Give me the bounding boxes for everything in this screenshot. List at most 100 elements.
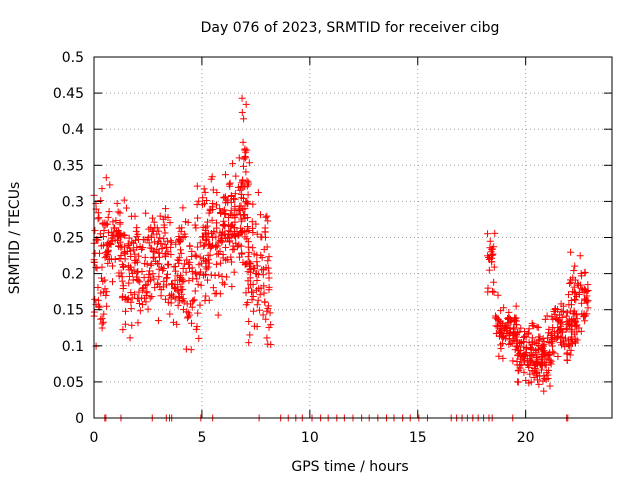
data-point <box>558 318 566 326</box>
data-point <box>512 302 520 310</box>
data-point <box>113 199 121 207</box>
data-point <box>99 233 107 241</box>
data-point <box>254 188 262 196</box>
data-point <box>186 264 194 272</box>
data-point <box>264 264 272 272</box>
data-point <box>158 245 166 253</box>
data-point <box>94 296 102 304</box>
data-point <box>581 317 589 325</box>
data-point <box>530 351 538 359</box>
data-point <box>539 335 547 343</box>
data-point <box>206 244 214 252</box>
data-point <box>484 284 492 292</box>
data-point <box>175 254 183 262</box>
data-point <box>540 340 548 348</box>
data-point <box>562 312 570 320</box>
data-point <box>267 321 275 329</box>
data-point <box>120 231 128 239</box>
data-point <box>175 259 183 267</box>
data-point <box>160 224 168 232</box>
data-point <box>548 335 556 343</box>
data-point <box>261 224 269 232</box>
data-point <box>580 295 588 303</box>
data-point <box>515 366 523 374</box>
data-point <box>175 293 183 301</box>
data-point <box>170 284 178 292</box>
y-tick-label: 0.25 <box>53 231 84 247</box>
data-point <box>127 289 135 297</box>
data-point <box>213 201 221 209</box>
data-point <box>162 249 170 257</box>
data-point <box>109 218 117 226</box>
data-point <box>163 274 171 282</box>
data-point <box>131 250 139 258</box>
data-point <box>539 345 547 353</box>
y-tick-label: 0.5 <box>62 50 84 66</box>
data-point <box>244 238 252 246</box>
data-point <box>246 331 254 339</box>
data-point <box>545 366 553 374</box>
data-point <box>162 274 170 282</box>
data-point <box>584 281 592 289</box>
data-point <box>111 255 119 263</box>
data-point <box>196 301 204 309</box>
data-point <box>238 108 246 116</box>
data-point <box>238 94 246 102</box>
data-point <box>195 197 203 205</box>
data-point <box>204 276 212 284</box>
data-point <box>196 253 204 261</box>
data-point <box>208 173 216 181</box>
data-point <box>141 253 149 261</box>
data-point <box>138 301 146 309</box>
data-point <box>230 232 238 240</box>
data-point <box>488 251 496 259</box>
data-point <box>194 280 202 288</box>
data-point <box>177 228 185 236</box>
data-point <box>491 229 499 237</box>
data-point <box>559 307 567 315</box>
data-point <box>526 352 534 360</box>
data-point <box>121 307 129 315</box>
data-point <box>185 277 193 285</box>
data-point <box>245 318 253 326</box>
data-point <box>584 304 592 312</box>
data-point <box>253 230 261 238</box>
data-point <box>187 346 195 354</box>
data-point <box>173 272 181 280</box>
data-point <box>110 224 118 232</box>
data-point <box>115 255 123 263</box>
data-point <box>227 253 235 261</box>
data-point <box>125 272 133 280</box>
data-point <box>128 238 136 246</box>
data-point <box>134 277 142 285</box>
data-point <box>118 261 126 269</box>
data-point <box>244 191 252 199</box>
data-point <box>195 261 203 269</box>
data-point <box>510 335 518 343</box>
data-point <box>139 286 147 294</box>
data-point <box>516 361 524 369</box>
data-point <box>549 315 557 323</box>
x-tick-label: 0 <box>90 430 99 446</box>
data-point <box>260 245 268 253</box>
data-point <box>114 208 122 216</box>
data-point <box>503 323 511 331</box>
data-point <box>518 361 526 369</box>
data-point <box>131 236 139 244</box>
data-point <box>245 227 253 235</box>
data-point <box>159 215 167 223</box>
data-point <box>490 263 498 271</box>
data-point <box>560 337 568 345</box>
data-point <box>107 255 115 263</box>
data-point <box>190 296 198 304</box>
data-point <box>252 220 260 228</box>
data-point <box>495 317 503 325</box>
data-point <box>212 233 220 241</box>
data-point <box>204 263 212 271</box>
data-point <box>151 224 159 232</box>
data-point <box>103 302 111 310</box>
data-point <box>119 282 127 290</box>
data-point <box>250 322 258 330</box>
data-point <box>577 327 585 335</box>
